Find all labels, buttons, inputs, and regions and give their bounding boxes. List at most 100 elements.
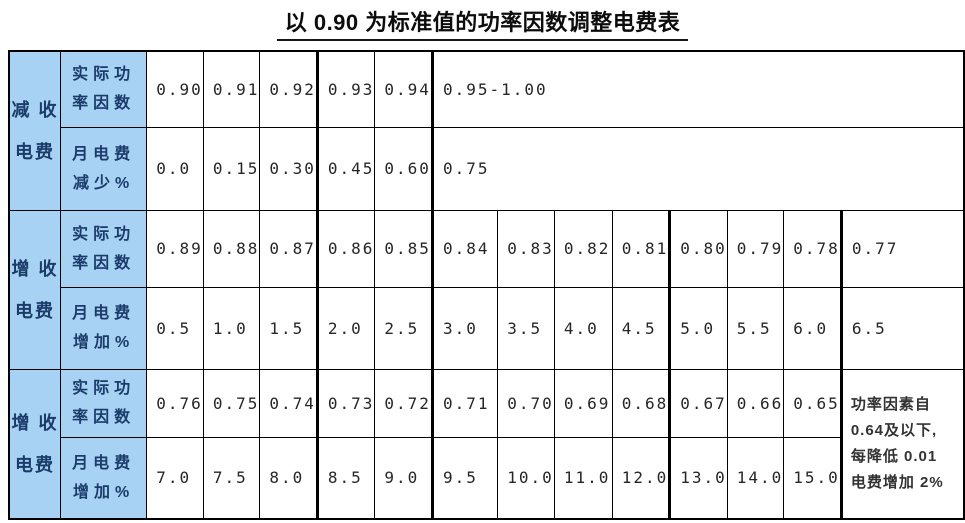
value-cell: 0.89 — [146, 209, 204, 288]
value-cell: 1.0 — [202, 286, 261, 370]
row-label-line: 率因数 — [72, 254, 136, 272]
row-label-line: 实际功 — [72, 380, 136, 397]
group-label-line: 电费 — [15, 300, 55, 321]
value-cell: 0.70 — [497, 368, 555, 438]
value-cell: 0.94 — [374, 50, 433, 128]
table-row: 月电费 增加% 7.0 7.5 8.0 8.5 9.0 9.5 10.0 11.… — [9, 436, 964, 520]
table-row: 减 收 电费 实际功 率因数 0.90 0.91 0.92 0.93 0.94 … — [8, 50, 965, 211]
value-cell: 0.77 — [839, 209, 965, 288]
value-cell: 15.0 — [783, 436, 842, 520]
row-label-line: 率因数 — [72, 95, 136, 113]
row-label-cell: 月电费 减少% — [60, 126, 148, 211]
row-label-line: 实际功 — [72, 225, 136, 243]
value-cell: 0.71 — [430, 368, 499, 438]
group-cell-reduce: 减 收 电费 — [8, 50, 62, 211]
note-line: 电费增加 2% — [850, 473, 944, 491]
value-cell: 0.78 — [783, 209, 842, 288]
value-cell: 0.72 — [374, 368, 433, 438]
value-cell: 0.91 — [202, 50, 261, 128]
value-cell: 0.65 — [783, 368, 842, 438]
value-cell: 0.67 — [668, 368, 728, 438]
row-label-line: 月电费 — [72, 454, 136, 472]
group-label-line: 增 收 — [11, 258, 59, 279]
value-cell: 0.81 — [611, 209, 671, 288]
value-cell: 0.85 — [374, 209, 433, 288]
value-cell: 1.5 — [259, 286, 318, 370]
value-cell: 2.5 — [374, 286, 433, 370]
group-label-line: 减 收 — [11, 99, 59, 120]
row-label-line: 减少% — [73, 174, 135, 192]
value-cell: 5.5 — [726, 286, 785, 370]
value-cell: 0.90 — [146, 50, 204, 128]
row-label-cell: 实际功 率因数 — [60, 50, 148, 128]
table-row: 月电费 减少% 0.0 0.15 0.30 0.45 0.60 0.75 — [9, 126, 965, 211]
group-cell-increase-2: 增 收 电费 — [8, 368, 62, 520]
value-cell: 7.0 — [146, 436, 204, 520]
value-cell: 0.45 — [315, 126, 376, 211]
group-cell-increase-1: 增 收 电费 — [8, 209, 62, 370]
value-cell: 0.74 — [259, 368, 318, 438]
value-cell: 14.0 — [726, 436, 785, 520]
value-cell: 7.5 — [202, 436, 261, 520]
value-cell: 0.83 — [497, 209, 555, 288]
value-cell: 0.82 — [553, 209, 613, 288]
value-cell: 0.15 — [202, 126, 261, 211]
row-label-line: 月电费 — [72, 145, 136, 163]
row-label-cell: 月电费 增加% — [60, 286, 148, 370]
value-cell: 0.69 — [553, 368, 613, 438]
value-cell: 11.0 — [553, 436, 613, 520]
table-row: 月电费 增加% 0.5 1.0 1.5 2.0 2.5 3.0 3.5 4.0 … — [9, 286, 965, 370]
table-row: 增 收 电费 实际功 率因数 0.76 0.75 0.74 0.73 0.72 … — [8, 368, 965, 520]
note-line: 0.64及以下, — [850, 421, 938, 439]
value-cell: 0.92 — [259, 50, 318, 128]
value-cell: 0.84 — [430, 209, 499, 288]
note-line: 每降低 0.01 — [850, 447, 938, 465]
value-cell: 12.0 — [611, 436, 671, 520]
value-cell: 0.93 — [315, 50, 376, 128]
note-cell: 功率因素自 0.64及以下, 每降低 0.01 电费增加 2% — [839, 368, 965, 520]
row-label-line: 增加% — [73, 334, 135, 351]
page-title: 以 0.90 为标准值的功率因数调整电费表 — [276, 5, 689, 41]
note-line: 功率因素自 — [850, 395, 931, 413]
group-label-line: 增 收 — [11, 412, 59, 433]
value-cell: 0.76 — [146, 368, 204, 438]
value-cell: 0.68 — [611, 368, 671, 438]
value-cell: 0.30 — [259, 126, 318, 211]
row-label-cell: 实际功 率因数 — [60, 368, 148, 438]
value-cell: 0.86 — [315, 209, 376, 288]
value-cell: 0.73 — [315, 368, 376, 438]
value-cell: 0.60 — [374, 126, 433, 211]
value-cell: 8.5 — [315, 436, 376, 520]
row-label-line: 率因数 — [72, 409, 136, 426]
group-label-line: 电费 — [15, 454, 55, 475]
value-cell: 6.0 — [783, 286, 842, 370]
row-label-line: 月电费 — [72, 305, 136, 322]
value-cell: 0.5 — [146, 286, 204, 370]
row-label-line: 增加% — [73, 483, 135, 501]
value-cell: 13.0 — [668, 436, 728, 520]
value-cell: 10.0 — [497, 436, 555, 520]
value-cell: 0.80 — [668, 209, 728, 288]
value-cell: 0.75 — [430, 126, 965, 211]
value-cell: 2.0 — [315, 286, 376, 370]
value-cell: 5.0 — [668, 286, 728, 370]
value-cell: 0.88 — [202, 209, 261, 288]
row-label-line: 实际功 — [72, 66, 136, 84]
value-cell: 3.0 — [430, 286, 499, 370]
value-cell: 6.5 — [839, 286, 965, 370]
value-cell: 9.0 — [374, 436, 433, 520]
power-factor-table: 减 收 电费 实际功 率因数 0.90 0.91 0.92 0.93 0.94 … — [8, 50, 965, 520]
table-row: 增 收 电费 实际功 率因数 0.89 0.88 0.87 0.86 0.85 … — [8, 209, 965, 370]
value-cell: 3.5 — [497, 286, 555, 370]
value-cell: 4.5 — [611, 286, 671, 370]
row-label-cell: 实际功 率因数 — [60, 209, 148, 288]
value-cell: 0.79 — [726, 209, 785, 288]
value-cell: 4.0 — [553, 286, 613, 370]
group-label-line: 电费 — [15, 141, 55, 162]
value-cell: 0.95-1.00 — [430, 50, 965, 128]
value-cell: 0.75 — [202, 368, 261, 438]
value-cell: 0.0 — [146, 126, 204, 211]
value-cell: 9.5 — [430, 436, 499, 520]
row-label-cell: 月电费 增加% — [60, 436, 148, 520]
